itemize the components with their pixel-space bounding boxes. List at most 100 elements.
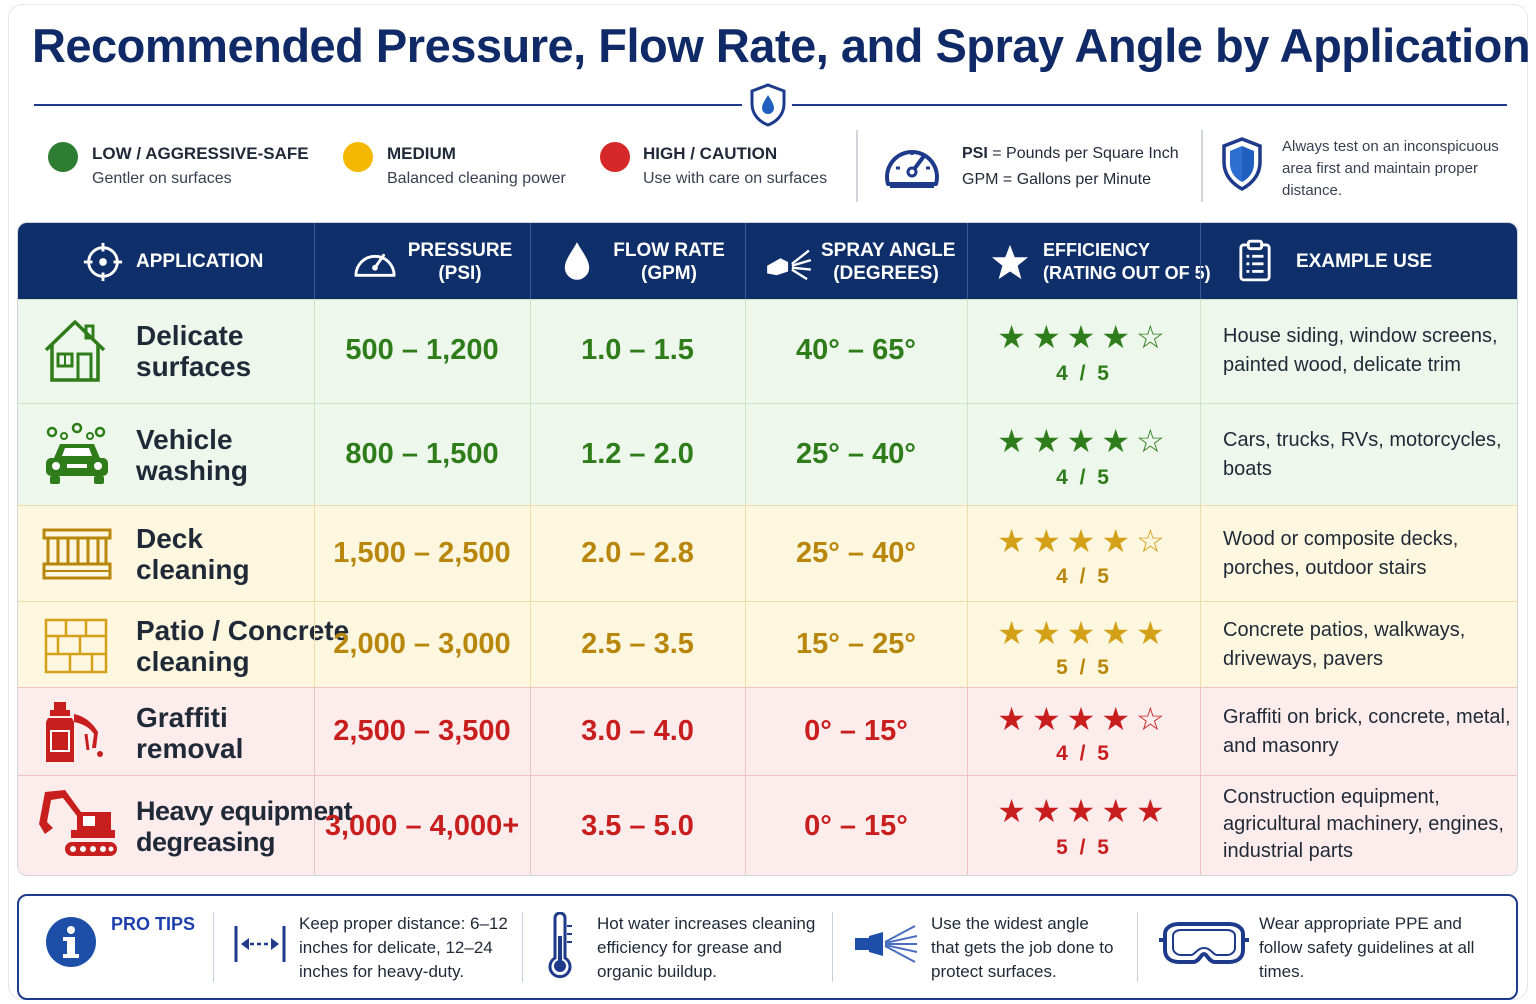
safety-note: Always test on an inconspicuous area fir…	[1282, 138, 1499, 199]
efficiency-stars: ★★★★☆	[997, 319, 1171, 355]
header-spray-angle: SPRAY ANGLE (DEGREES)	[745, 223, 967, 299]
header-flow-rate-label: FLOW RATE (GPM)	[613, 240, 725, 284]
header-divider	[967, 223, 968, 299]
efficiency-rating: 4 / 5	[1056, 362, 1112, 385]
pro-tips-heading: PRO TIPS	[111, 914, 196, 934]
spray-angle-value: 15° – 25°	[796, 628, 916, 660]
example-use: Cars, trucks, RVs, motorcycles, boats	[1223, 429, 1502, 480]
distance-arrows-icon	[234, 926, 286, 962]
column-divider	[1200, 300, 1201, 403]
medium-level-dot	[343, 142, 373, 172]
example-use: Construction equipment, agricultural mac…	[1223, 786, 1504, 862]
deck-icon	[42, 528, 112, 580]
spray-angle-value: 0° – 15°	[804, 715, 908, 747]
efficiency-stars: ★★★★☆	[997, 423, 1171, 459]
efficiency-stars: ★★★★★	[997, 615, 1171, 651]
excavator-icon	[39, 790, 117, 856]
column-divider	[1200, 506, 1201, 601]
gpm-abbr: GPM	[962, 171, 999, 188]
column-divider	[1200, 688, 1201, 775]
table-row: Heavy equipment degreasing 3,000 – 4,000…	[18, 775, 1517, 875]
spray-angle-value: 25° – 40°	[796, 537, 916, 569]
pressure-gauge-icon	[885, 150, 939, 188]
column-divider	[745, 776, 746, 875]
tip-text: Wear appropriate PPE and follow safety g…	[1259, 914, 1475, 981]
flow-rate-value: 2.5 – 3.5	[581, 628, 694, 660]
example-use: Wood or composite decks, porches, outdoo…	[1223, 528, 1459, 579]
efficiency-stars: ★★★★☆	[997, 523, 1171, 559]
column-divider	[1200, 404, 1201, 505]
gpm-def: = Gallons per Minute	[1002, 171, 1151, 188]
tip-text: Use the widest angle that gets the job d…	[931, 914, 1114, 981]
star-icon	[991, 244, 1029, 280]
application-name: Heavy equipment degreasing	[136, 796, 353, 857]
header-pressure: PRESSURE (PSI)	[314, 223, 530, 299]
flow-rate-value: 2.0 – 2.8	[581, 537, 694, 569]
column-divider	[530, 688, 531, 775]
shield-water-drop-icon	[750, 83, 786, 127]
efficiency-stars: ★★★★☆	[997, 701, 1171, 737]
psi-def: = Pounds per Square Inch	[992, 145, 1179, 162]
example-use: House siding, window screens, painted wo…	[1223, 325, 1498, 376]
header-efficiency-label: EFFICIENCY (RATING OUT OF 5)	[1043, 240, 1211, 283]
tip-divider	[1137, 912, 1138, 982]
application-name: Vehicle washing	[136, 424, 249, 486]
column-divider	[314, 776, 315, 875]
header-pressure-label: PRESSURE (PSI)	[407, 240, 513, 284]
legend-medium-desc: Balanced cleaning power	[387, 170, 566, 187]
header-example-use-label: EXAMPLE USE	[1296, 251, 1433, 272]
crosshair-icon	[83, 242, 123, 282]
legend-medium-title: MEDIUM	[387, 144, 456, 163]
column-divider	[745, 300, 746, 403]
application-name: Patio / Concrete cleaning	[136, 615, 350, 677]
efficiency-stars: ★★★★★	[997, 793, 1171, 829]
column-divider	[745, 404, 746, 505]
column-divider	[530, 404, 531, 505]
table-row: Delicate surfaces 500 – 1,200 1.0 – 1.5 …	[18, 299, 1517, 403]
legend-low-title: LOW / AGGRESSIVE-SAFE	[92, 144, 309, 163]
application-name: Graffiti removal	[136, 702, 244, 764]
header-divider	[530, 223, 531, 299]
pressure-value: 2,500 – 3,500	[333, 715, 511, 747]
header-application-label: APPLICATION	[136, 251, 264, 272]
header-application: APPLICATION	[18, 223, 314, 299]
header-divider	[314, 223, 315, 299]
spray-angle-icon	[767, 249, 812, 281]
table-row: Deck cleaning 1,500 – 2,500 2.0 – 2.8 25…	[18, 505, 1517, 601]
header-spray-angle-label: SPRAY ANGLE (DEGREES)	[821, 240, 956, 284]
pro-tips-panel: PRO TIPS Keep proper distance: 6–12 inch…	[17, 894, 1518, 1000]
column-divider	[967, 404, 968, 505]
column-divider	[314, 300, 315, 403]
table-header: APPLICATION PRESSURE (PSI) FLOW RATE (GP…	[18, 223, 1517, 299]
column-divider	[1200, 776, 1201, 875]
shield-icon	[1222, 137, 1262, 192]
flow-rate-value: 3.5 – 5.0	[581, 810, 694, 842]
tip-divider	[213, 912, 214, 982]
title-divider-right	[792, 104, 1507, 106]
column-divider	[1200, 602, 1201, 687]
column-divider	[745, 688, 746, 775]
column-divider	[745, 602, 746, 687]
efficiency-rating: 5 / 5	[1056, 836, 1112, 859]
flow-rate-value: 3.0 – 4.0	[581, 715, 694, 747]
header-divider	[1200, 223, 1201, 299]
column-divider	[745, 506, 746, 601]
column-divider	[530, 506, 531, 601]
high-level-dot	[600, 142, 630, 172]
clipboard-icon	[1239, 239, 1271, 282]
efficiency-rating: 5 / 5	[1056, 656, 1112, 679]
table-row: Graffiti removal 2,500 – 3,500 3.0 – 4.0…	[18, 687, 1517, 775]
pressure-value: 1,500 – 2,500	[333, 537, 511, 569]
flow-rate-value: 1.2 – 2.0	[581, 438, 694, 470]
tip-divider	[832, 912, 833, 982]
tip-text: Hot water increases cleaning efficiency …	[597, 914, 816, 981]
efficiency-rating: 4 / 5	[1056, 466, 1112, 489]
column-divider	[530, 602, 531, 687]
spray-nozzle-icon	[855, 925, 918, 963]
pressure-value: 500 – 1,200	[345, 334, 499, 366]
house-icon	[44, 320, 106, 382]
title-divider-left	[34, 104, 742, 106]
table-row: Patio / Concrete cleaning 2,000 – 3,000 …	[18, 601, 1517, 687]
spray-angle-value: 40° – 65°	[796, 334, 916, 366]
water-drop-icon	[564, 242, 590, 280]
